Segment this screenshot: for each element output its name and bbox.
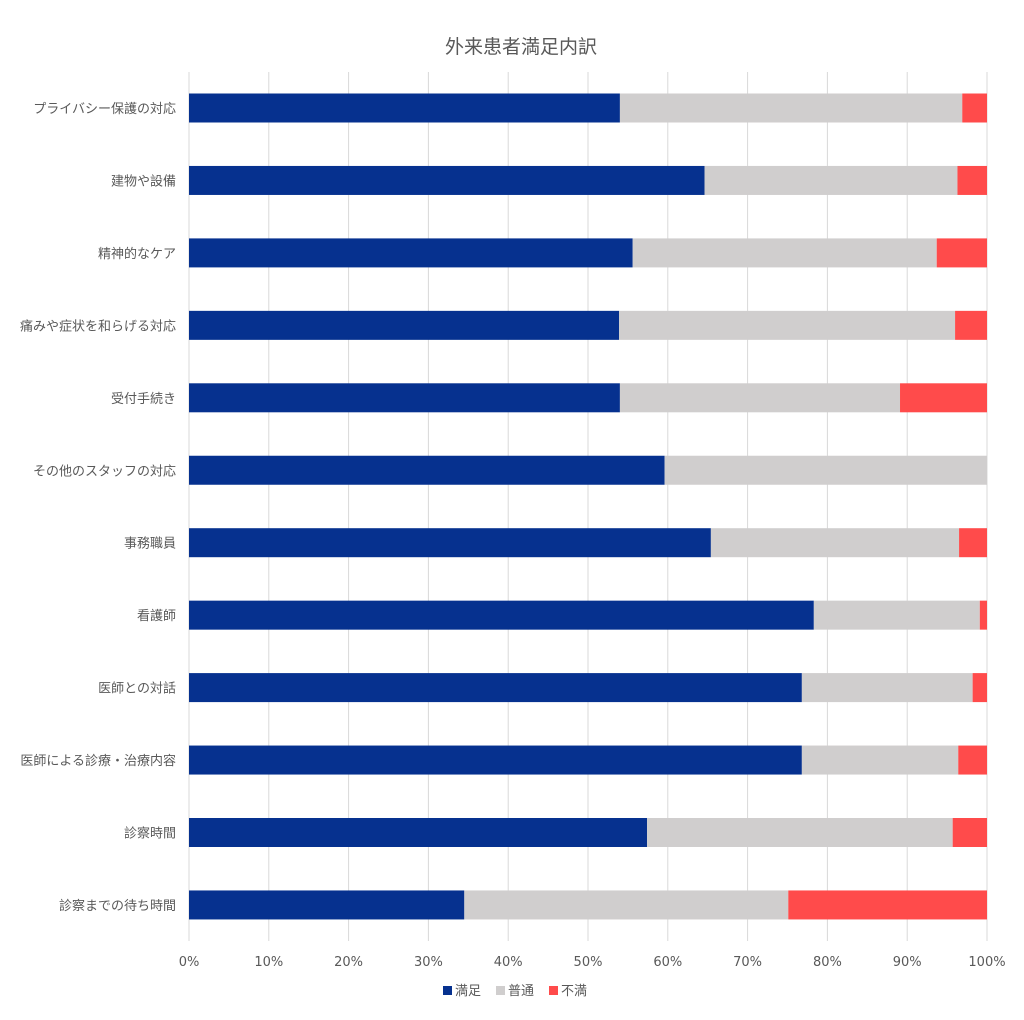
x-tick-label: 20% (334, 955, 363, 970)
bar-segment-3 (962, 93, 987, 123)
x-tick-label: 40% (494, 955, 523, 970)
value-axis: 0% 10% 20% 30% 40% 50% 60% 70% 80% 90% 100% (179, 955, 1006, 970)
legend-label: 不満 (561, 984, 587, 999)
category-label: 医師による診療・治療内容 (20, 753, 176, 769)
category-label: その他のスタッフの対応 (33, 464, 176, 479)
legend-label: 満足 (455, 984, 481, 999)
category-label: プライバシー保護の対応 (33, 101, 176, 117)
bar-segment-1 (189, 600, 814, 630)
gridlines (188, 72, 988, 941)
category-label: 受付手続き (111, 392, 176, 407)
category-label: 医師との対話 (98, 681, 176, 697)
bar-segment-1 (189, 818, 648, 847)
bar-segment-2 (801, 745, 959, 775)
bar-segment-3 (955, 310, 987, 340)
x-tick-label: 80% (813, 955, 842, 970)
x-tick-label: 30% (414, 955, 443, 970)
bar-segment-2 (813, 600, 980, 630)
bar-segment-3 (979, 600, 987, 630)
bar-segment-1 (189, 383, 620, 413)
bar-segment-1 (189, 528, 711, 558)
bar-segment-3 (972, 673, 987, 703)
x-tick-label: 0% (179, 955, 200, 970)
bar-segment-2 (801, 673, 973, 703)
bars (189, 93, 987, 920)
bar-segment-1 (189, 93, 620, 123)
bar-segment-3 (958, 745, 987, 775)
category-label: 建物や設備 (111, 173, 176, 189)
x-tick-label: 90% (893, 955, 922, 970)
bar-segment-3 (952, 818, 987, 847)
bar-segment-1 (189, 890, 465, 920)
x-tick-label: 60% (653, 955, 682, 970)
bar-segment-2 (647, 818, 953, 847)
bar-segment-1 (189, 745, 802, 775)
bar-segment-3 (788, 890, 987, 920)
x-tick-label: 50% (574, 955, 603, 970)
legend-swatch (549, 986, 558, 995)
category-label: 診察時間 (124, 826, 176, 842)
bar-segment-3 (959, 528, 987, 558)
x-tick-label: 100% (968, 955, 1005, 970)
bar-segment-2 (664, 455, 987, 485)
legend: 満足 普通 不満 (443, 984, 587, 999)
bar-segment-1 (189, 310, 620, 340)
bar-segment-2 (464, 890, 789, 920)
bar-segment-2 (619, 310, 956, 340)
category-label: 看護師 (137, 608, 176, 624)
legend-swatch (496, 986, 505, 995)
bar-segment-1 (189, 165, 705, 195)
bar-segment-2 (632, 238, 937, 268)
category-label: 診察までの待ち時間 (59, 898, 176, 914)
category-label: 事務職員 (124, 537, 176, 552)
category-label: 痛みや症状を和らげる対応 (20, 318, 176, 334)
bar-segment-2 (704, 165, 958, 195)
bar-segment-2 (619, 383, 901, 413)
legend-label: 普通 (508, 984, 534, 999)
category-axis: プライバシー保護の対応建物や設備精神的なケア痛みや症状を和らげる対応受付手続きそ… (20, 101, 176, 914)
bar-segment-1 (189, 455, 665, 485)
bar-segment-1 (189, 238, 633, 268)
bar-segment-2 (619, 93, 963, 123)
bar-segment-3 (900, 383, 987, 413)
x-tick-label: 70% (733, 955, 762, 970)
category-label: 精神的なケア (98, 246, 176, 262)
legend-swatch (443, 986, 452, 995)
x-tick-label: 10% (254, 955, 283, 970)
chart-title: 外来患者満足内訳 (445, 36, 597, 58)
bar-segment-1 (189, 673, 802, 703)
bar-segment-3 (936, 238, 987, 268)
bar-segment-3 (957, 165, 987, 195)
bar-segment-2 (710, 528, 960, 558)
